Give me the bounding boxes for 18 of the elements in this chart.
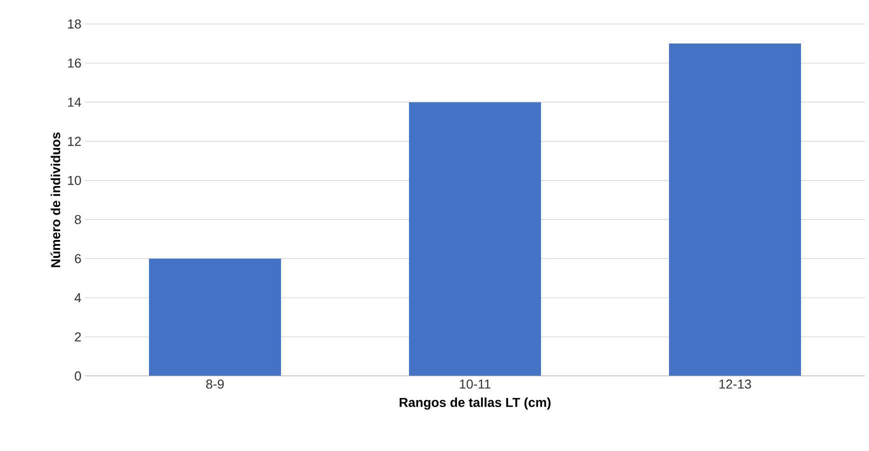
x-tick-label: 10-11	[460, 380, 490, 389]
y-tick-label: 2	[74, 332, 81, 342]
bar	[669, 44, 802, 376]
y-tick-label: 0	[74, 371, 81, 381]
y-tick-label: 16	[68, 58, 81, 68]
x-tick-label: 12-13	[719, 380, 751, 389]
y-tick-label: 12	[68, 136, 81, 146]
x-axis-title: Rangos de tallas LT (cm)	[400, 398, 551, 410]
bar	[409, 102, 542, 376]
y-tick-label: 14	[68, 98, 82, 107]
y-tick-label: 6	[74, 254, 81, 264]
y-tick-label: 18	[68, 19, 81, 29]
y-tick-label: 10	[68, 176, 81, 186]
bar	[149, 258, 282, 376]
y-axis-title: Número de individuos	[50, 132, 60, 268]
y-tick-label: 8	[74, 214, 81, 224]
x-tick-label: 8-9	[206, 380, 224, 389]
y-tick-label: 4	[74, 293, 82, 302]
